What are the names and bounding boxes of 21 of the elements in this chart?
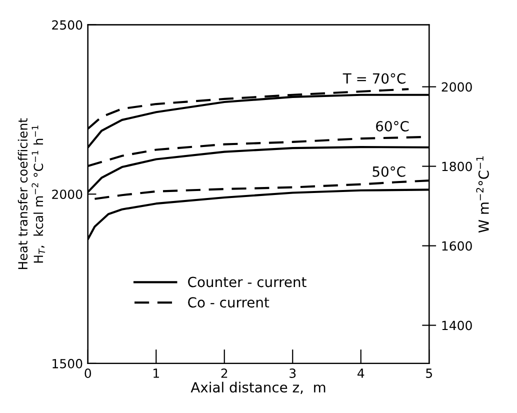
x-tick-label: 1	[154, 368, 159, 378]
y2-tick-label: 1600	[442, 241, 472, 251]
y-tick-label: 2000	[52, 190, 82, 200]
annotation: 50°C	[372, 166, 406, 177]
annotation: 60°C	[376, 120, 409, 132]
y2-tick-label: 1400	[442, 320, 472, 330]
y2-tick-label: 2000	[442, 82, 472, 92]
y2-tick-label: 1800	[442, 162, 472, 172]
annotation: T = 70°C	[342, 73, 406, 84]
x-tick-label: 4	[358, 368, 364, 378]
x-tick-label: 2	[221, 368, 228, 378]
legend-label: Counter - current	[188, 276, 306, 288]
x-tick-label: 3	[290, 368, 296, 378]
x-tick-label: 5	[426, 368, 432, 378]
x-axis-title: Axial distance z, m	[190, 382, 326, 394]
text: Heat transfer coefficient H$_{T}$, kcal m$^{−2}$ °C$^{−1}$ h$^{−1}$	[18, 118, 46, 270]
x-tick-label: 0	[84, 368, 92, 378]
legend-label: Co - current	[188, 297, 270, 308]
y2-axis-title: W m$^{−2}$°C$^{−1}$	[476, 156, 489, 233]
y-tick-label: 2500	[52, 20, 82, 30]
y-tick-label: 1500	[52, 358, 82, 368]
